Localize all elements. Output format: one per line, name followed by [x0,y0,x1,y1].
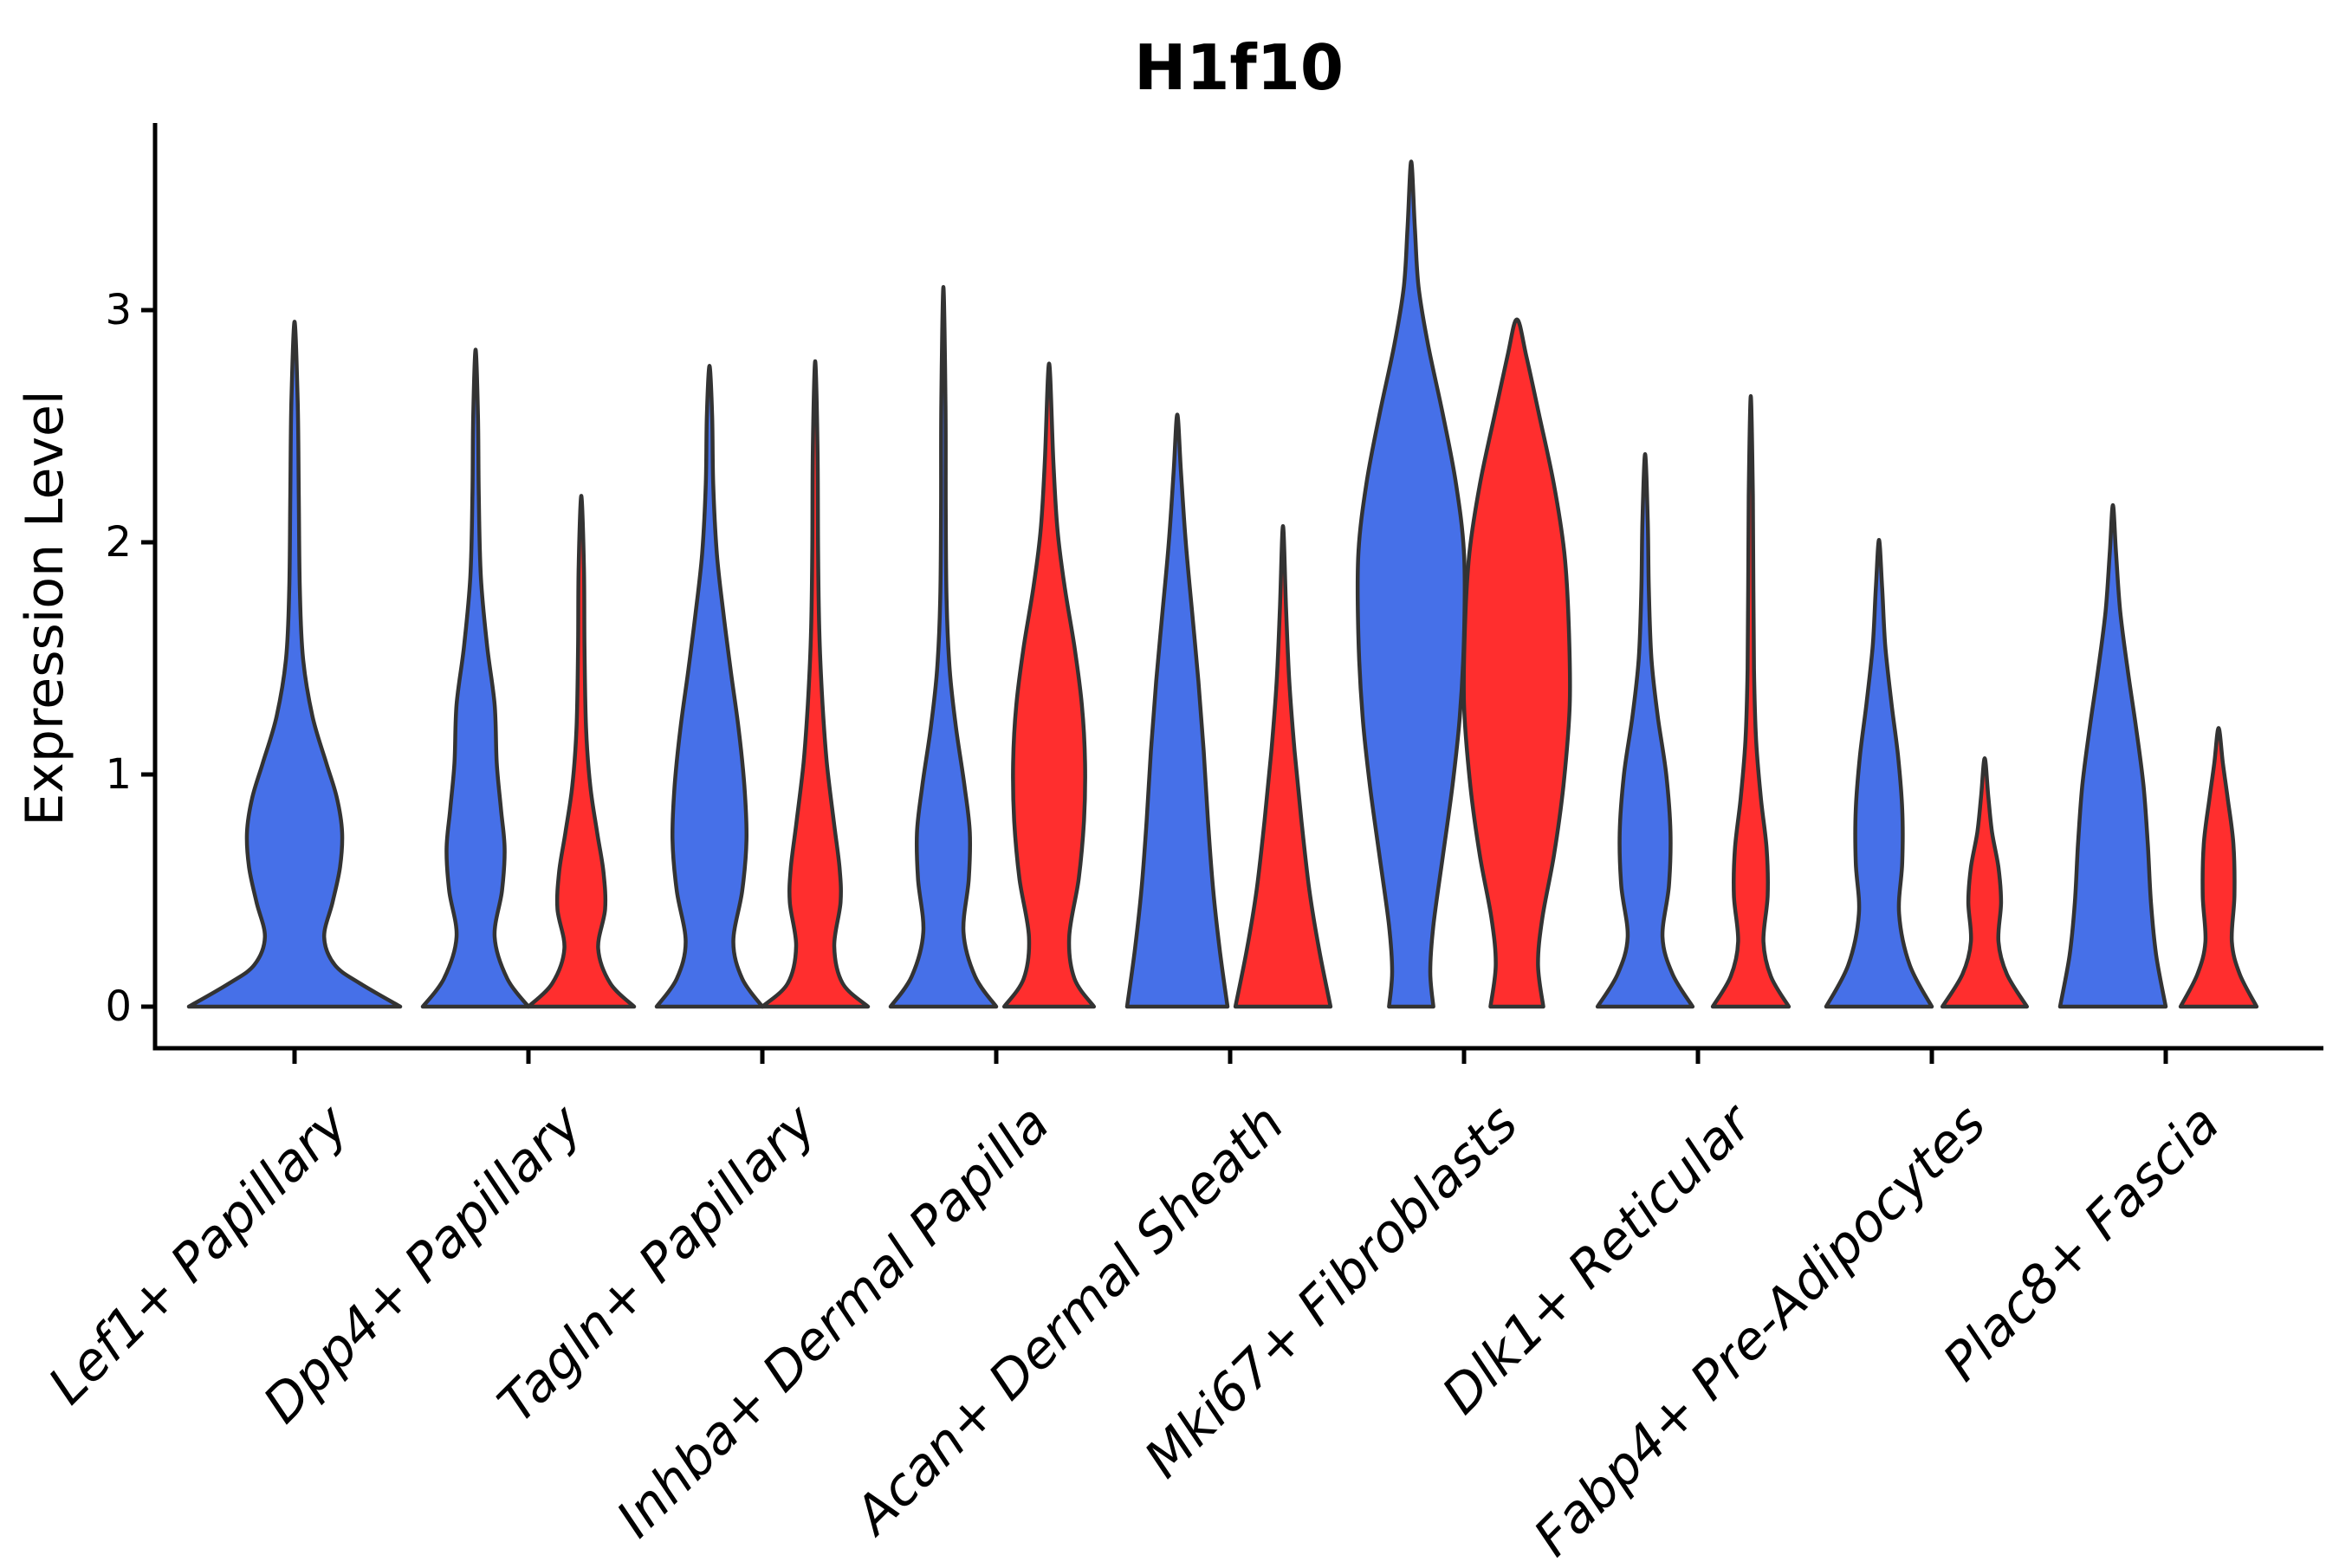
violin-blue-Fabp4+ [1824,538,1934,1009]
violin-red-Dpp4+ [526,494,637,1009]
violins-layer [186,159,2259,1009]
violin-blue-Dpp4+ [420,347,531,1009]
chart-title: H1f10 [1134,31,1344,104]
violin-blue-Inhba+ [888,284,999,1009]
violin-blue-Plac8+ [2057,502,2168,1009]
violin-red-Acan+ [1233,523,1333,1009]
violin-red-Fabp4+ [1940,755,2030,1009]
violin-blue-Acan+ [1124,412,1230,1009]
violin-blue-Mki67+ [1355,159,1468,1009]
violin-red-Dlk1+ [1710,393,1792,1009]
violin-red-Plac8+ [2178,726,2259,1009]
y-tick-label: 2 [105,518,132,567]
violin-blue-Dlk1+ [1595,451,1695,1009]
y-tick-label: 3 [105,286,132,334]
violin-blue-Tagln+ [654,364,765,1009]
violin-red-Mki67+ [1461,317,1572,1009]
violin-red-Tagln+ [760,359,871,1009]
violin-red-Inhba+ [1001,361,1097,1009]
y-tick-label: 1 [105,750,132,799]
y-tick-label: 0 [105,982,132,1031]
axes [141,123,2323,1064]
violin-blue-Lef1+ [186,320,403,1009]
